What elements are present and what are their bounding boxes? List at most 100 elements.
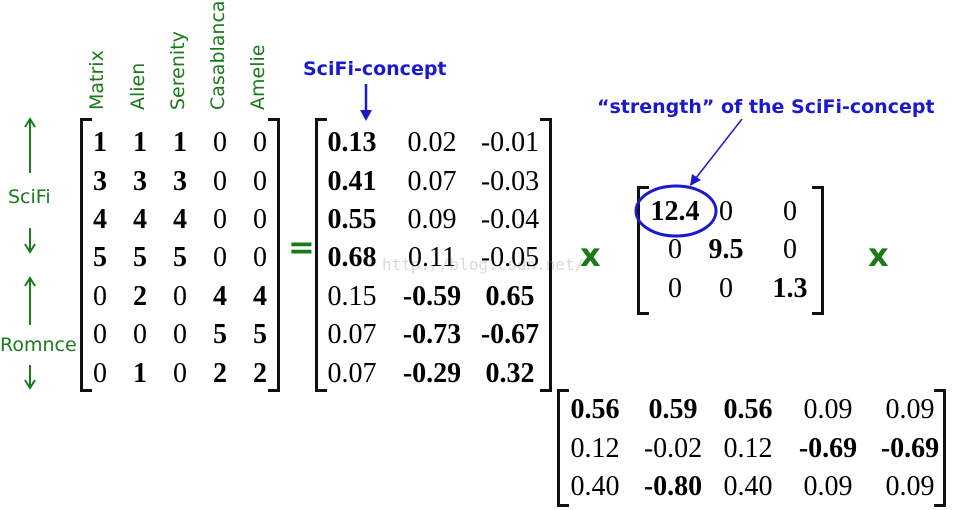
matrix-u-cell: 0.68 [327,242,377,273]
matrix-u-cell: -0.05 [480,242,540,273]
row-group-romance: Romnce [0,334,77,356]
scifi-up-arrow-icon [24,117,36,173]
matrix-vt-cell: 0.40 [570,471,620,502]
matrix-a-cell: 0 [213,242,227,273]
matrix-a-cell: 5 [213,319,227,350]
matrix-u-cell: 0.13 [327,127,377,158]
matrix-vt-cell: 0.09 [803,394,853,425]
matrix-a-cell: 0 [93,281,107,312]
matrix-sigma-right-bracket [812,186,824,315]
matrix-u-cell: -0.03 [480,166,540,197]
equals-sign: = [288,228,315,266]
romance-up-arrow-icon [24,276,36,325]
matrix-a-right-bracket [268,118,280,392]
matrix-u-cell: -0.01 [480,127,540,158]
matrix-u-cell: -0.67 [480,319,540,350]
multiply-sign-1: x [580,236,601,274]
matrix-a-cell: 5 [93,242,107,273]
matrix-sigma-cell: 0 [719,273,733,304]
matrix-a-cell: 0 [213,204,227,235]
matrix-a-cell: 5 [173,242,187,273]
matrix-u-cell: -0.59 [402,281,462,312]
watermark: http://blog.csdn.net/ [382,255,585,274]
matrix-u-cell: 0.11 [408,242,456,273]
matrix-a-cell: 0 [133,319,147,350]
matrix-a-cell: 3 [93,166,107,197]
matrix-a-cell: 0 [253,166,267,197]
matrix-a-cell: 4 [93,204,107,235]
matrix-vt-right-bracket [934,389,946,507]
matrix-vt-cell: -0.69 [880,433,940,464]
matrix-a-cell: 1 [93,127,107,158]
matrix-a-cell: 0 [173,358,187,389]
matrix-sigma-cell: 0 [668,273,682,304]
matrix-sigma-cell: 0 [668,234,682,265]
matrix-u-left-bracket [315,118,327,392]
strength-highlight-ellipse [634,184,718,238]
matrix-vt-cell: 0.09 [885,471,935,502]
matrix-sigma-cell: 9.5 [708,234,744,265]
matrix-sigma-cell: 0 [783,196,797,227]
matrix-a-cell: 0 [93,358,107,389]
matrix-u-cell: 0.09 [407,204,457,235]
matrix-sigma-left-bracket [637,186,649,315]
matrix-vt-cell: 0.59 [648,394,698,425]
romance-down-arrow-icon [24,365,36,390]
matrix-a-cell: 2 [133,281,147,312]
matrix-a-cell: 4 [253,281,267,312]
matrix-a-cell: 1 [133,358,147,389]
matrix-a-cell: 0 [213,127,227,158]
scifi-concept-annotation: SciFi-concept [303,58,447,80]
matrix-vt-left-bracket [557,389,569,507]
matrix-vt-cell: 0.12 [570,433,620,464]
row-group-scifi: SciFi [8,186,51,208]
row-group-arrows [24,117,36,390]
strength-annotation: “strength” of the SciFi-concept [597,96,935,118]
matrix-a-cell: 4 [213,281,227,312]
matrix-u-cell: 0.32 [485,358,535,389]
multiply-sign-2: x [868,236,889,274]
matrix-u-right-bracket [540,118,552,392]
matrix-a-cell: 0 [93,319,107,350]
matrix-sigma-cell: 0 [783,234,797,265]
matrix-a-cell: 0 [173,319,187,350]
scifi-concept-arrow-icon [360,84,372,121]
matrix-a-left-bracket [80,118,92,392]
matrix-sigma-cell: 0 [719,196,733,227]
matrix-a-cell: 4 [173,204,187,235]
matrix-u-cell: 0.15 [327,281,377,312]
matrix-a-cell: 5 [133,242,147,273]
scifi-down-arrow-icon [24,228,36,254]
matrix-vt-cell: 0.40 [723,471,773,502]
matrix-vt-cell: -0.02 [643,433,703,464]
matrix-u-cell: -0.73 [402,319,462,350]
matrix-a-cell: 0 [253,204,267,235]
matrix-sigma-cell: 1.3 [772,273,808,304]
matrix-vt-cell: -0.69 [798,433,858,464]
matrix-u-cell: 0.65 [485,281,535,312]
matrix-a-cell: 3 [173,166,187,197]
matrix-a-cell: 0 [253,242,267,273]
matrix-a-cell: 1 [173,127,187,158]
matrix-a-cell: 0 [253,127,267,158]
matrix-vt-cell: 0.09 [885,394,935,425]
matrix-u-cell: -0.04 [480,204,540,235]
matrix-a-cell: 3 [133,166,147,197]
matrix-a-cell: 0 [173,281,187,312]
matrix-u-cell: 0.41 [327,166,377,197]
matrix-a-cell: 4 [133,204,147,235]
strength-arrow-icon [690,118,743,186]
matrix-u-cell: 0.07 [327,319,377,350]
matrix-u-cell: 0.07 [327,358,377,389]
matrix-vt-cell: 0.09 [803,471,853,502]
matrix-u-cell: 0.07 [407,166,457,197]
matrix-a-cell: 2 [253,358,267,389]
matrix-a-cell: 5 [253,319,267,350]
matrix-vt-cell: -0.80 [643,471,703,502]
matrix-u-cell: 0.55 [327,204,377,235]
matrix-u-cell: -0.29 [402,358,462,389]
matrix-vt-cell: 0.56 [570,394,620,425]
matrix-a-cell: 1 [133,127,147,158]
matrix-u-cell: 0.02 [407,127,457,158]
